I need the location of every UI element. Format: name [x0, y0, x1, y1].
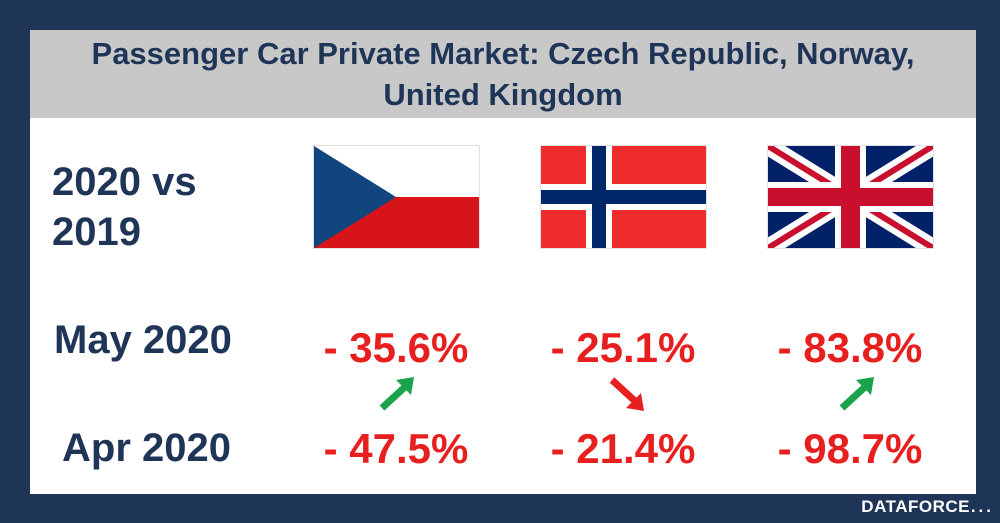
value-uk-may: - 83.8% [777, 324, 923, 371]
chart-panel: Passenger Car Private Market: Czech Repu… [30, 30, 976, 494]
row-label-apr: Apr 2020 [62, 426, 231, 470]
value-cz-apr: - 47.5% [323, 425, 469, 472]
value-cz-may: - 35.6% [323, 324, 469, 371]
arrow-down-icon [608, 374, 648, 414]
uk-flag-icon [768, 146, 933, 248]
norway-flag-icon [541, 146, 706, 248]
arrow-up-icon [378, 374, 418, 414]
brand-dots: ... [970, 497, 994, 516]
title-bar: Passenger Car Private Market: Czech Repu… [30, 30, 976, 118]
comparison-label: 2020 vs 2019 [52, 160, 197, 254]
chart-title: Passenger Car Private Market: Czech Repu… [91, 36, 915, 112]
value-uk-apr: - 98.7% [777, 425, 923, 472]
value-no-may: - 25.1% [550, 324, 696, 371]
czech-flag-icon [314, 146, 479, 248]
value-no-apr: - 21.4% [550, 425, 696, 472]
brand-logo: DATAFORCE [861, 497, 970, 516]
row-label-may: May 2020 [54, 318, 232, 362]
arrow-up-icon [838, 374, 878, 414]
